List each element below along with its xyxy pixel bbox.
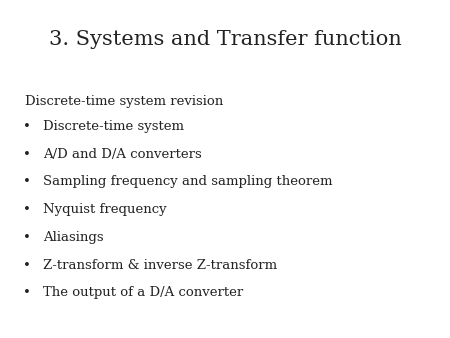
Text: Nyquist frequency: Nyquist frequency: [43, 203, 166, 216]
Text: •: •: [23, 148, 31, 161]
Text: •: •: [23, 231, 31, 244]
Text: •: •: [23, 286, 31, 299]
Text: A/D and D/A converters: A/D and D/A converters: [43, 148, 202, 161]
Text: Aliasings: Aliasings: [43, 231, 104, 244]
Text: •: •: [23, 259, 31, 271]
Text: 3. Systems and Transfer function: 3. Systems and Transfer function: [49, 30, 401, 49]
Text: Sampling frequency and sampling theorem: Sampling frequency and sampling theorem: [43, 175, 332, 188]
Text: •: •: [23, 120, 31, 133]
Text: •: •: [23, 175, 31, 188]
Text: •: •: [23, 203, 31, 216]
Text: The output of a D/A converter: The output of a D/A converter: [43, 286, 243, 299]
Text: Discrete-time system: Discrete-time system: [43, 120, 184, 133]
Text: Z-transform & inverse Z-transform: Z-transform & inverse Z-transform: [43, 259, 277, 271]
Text: Discrete-time system revision: Discrete-time system revision: [25, 95, 223, 107]
